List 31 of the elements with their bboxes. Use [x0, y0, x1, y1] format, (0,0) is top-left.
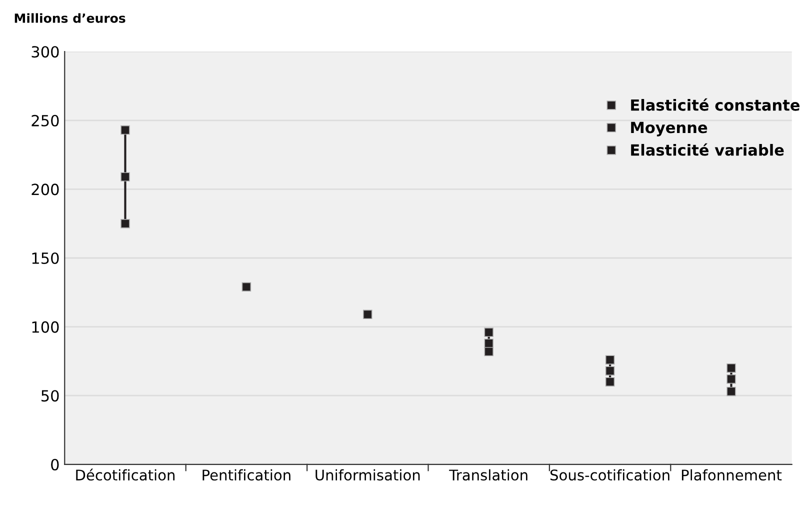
legend-label: Moyenne [631, 122, 708, 136]
y-tick-label: 200 [32, 184, 59, 196]
x-tick-label: Pentification [202, 469, 290, 481]
point [726, 386, 736, 396]
x-tick-label: Décotification [76, 468, 174, 481]
y-tick-label: 0 [51, 458, 59, 470]
point [605, 366, 615, 376]
point [726, 374, 736, 384]
point [484, 328, 494, 337]
y-tick-label: 50 [42, 390, 59, 402]
x-tick-label: Uniformisation [316, 469, 420, 481]
y-tick-label: 300 [32, 46, 59, 58]
y-axis-title: Millions d’euros [14, 13, 126, 23]
point [363, 310, 372, 320]
legend-label: Elasticité variable [631, 143, 784, 156]
point [726, 363, 736, 373]
point [605, 355, 615, 364]
point [120, 218, 130, 228]
point [484, 346, 494, 356]
point [120, 125, 130, 135]
y-tick-label: 150 [32, 252, 59, 264]
point [484, 338, 494, 348]
point [242, 282, 252, 292]
x-tick-label: Sous-cotification [550, 469, 670, 481]
point [120, 172, 130, 182]
y-tick-label: 100 [32, 321, 59, 333]
x-tick-label: Plafonnement [682, 469, 782, 481]
x-tick-label: Translation [449, 469, 528, 481]
point [605, 377, 615, 386]
legend-label: Elasticité constante [631, 98, 800, 111]
y-tick-label: 250 [32, 114, 59, 126]
